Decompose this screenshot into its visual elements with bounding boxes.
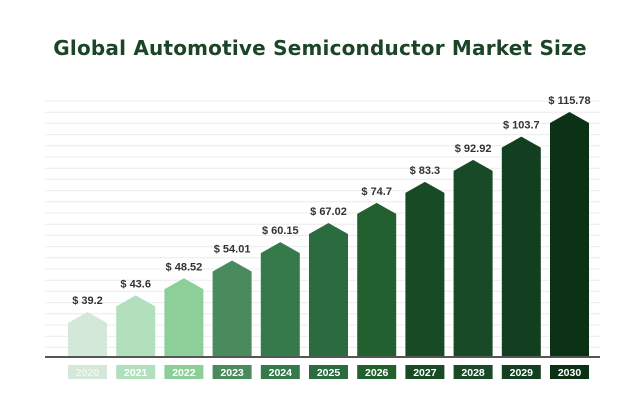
data-label: $ 67.02: [310, 206, 347, 218]
data-label: $ 115.78: [548, 95, 590, 107]
category-label: 2026: [365, 367, 389, 379]
bar-2023: [212, 260, 252, 357]
data-label: $ 74.7: [361, 186, 392, 198]
bar-2027: [405, 181, 445, 357]
category-label-box: [309, 365, 348, 379]
category-label: 2022: [172, 367, 196, 379]
data-label: $ 39.2: [72, 295, 103, 307]
category-label-box: [260, 365, 300, 379]
category-label: 2028: [461, 367, 485, 379]
category-label-box: [357, 365, 397, 379]
bar-2030: [550, 112, 589, 357]
category-label: 2023: [220, 367, 244, 379]
data-label: $ 60.15: [262, 225, 299, 237]
category-label: 2021: [124, 367, 148, 379]
category-label: 2025: [317, 367, 341, 379]
category-label-box: [212, 365, 252, 379]
category-label-box: [68, 365, 107, 379]
category-label-box: [453, 365, 493, 379]
bar-2022: [164, 278, 204, 357]
data-label: $ 103.7: [503, 120, 540, 132]
category-label: 2027: [413, 367, 437, 379]
category-label: 2029: [510, 367, 534, 379]
category-label: 2020: [76, 367, 100, 379]
category-label-box: [405, 365, 445, 379]
data-label: $ 54.01: [214, 244, 251, 256]
data-label: $ 92.92: [455, 143, 492, 155]
data-label: $ 48.52: [166, 261, 203, 273]
bar-2025: [309, 222, 348, 357]
bar-2024: [260, 242, 300, 357]
bar-2029: [501, 136, 541, 357]
data-label: $ 83.3: [410, 165, 441, 177]
category-label-box: [550, 365, 589, 379]
category-label: 2030: [558, 367, 582, 379]
data-label: $ 43.6: [120, 278, 151, 290]
bar-2020: [68, 312, 107, 357]
category-label: 2024: [269, 367, 293, 379]
chart-title: Global Automotive Semiconductor Market S…: [53, 36, 587, 60]
category-label-box: [501, 365, 541, 379]
category-label-box: [116, 365, 156, 379]
bar-2028: [453, 159, 493, 357]
bar-2021: [116, 295, 156, 357]
category-label-box: [164, 365, 204, 379]
bar-2026: [357, 202, 397, 357]
